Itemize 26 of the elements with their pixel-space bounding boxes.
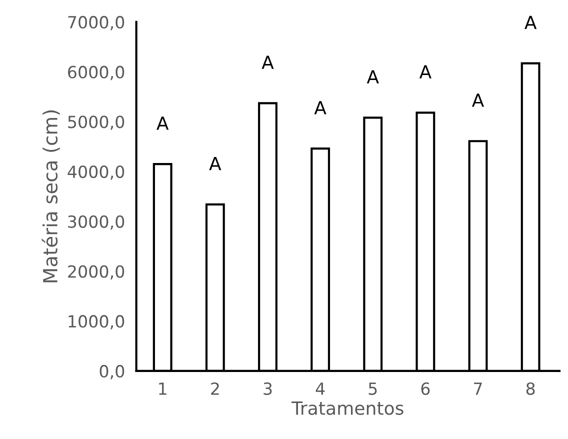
x-tick-label: 3 — [264, 382, 272, 395]
x-axis-title: Tratamentos — [292, 402, 404, 415]
y-axis-title: Matéria seca (cm) — [42, 110, 60, 282]
x-tick-label: 2 — [211, 382, 219, 395]
x-tick-label: 6 — [421, 382, 430, 395]
x-tick-label: 8 — [526, 382, 535, 395]
annotation: A — [156, 116, 169, 130]
y-tick-label: 1000,0 — [68, 315, 124, 330]
annotation: A — [524, 16, 537, 30]
annotation: A — [262, 56, 274, 69]
annotation: A — [472, 94, 484, 107]
x-tick-label: 4 — [316, 382, 325, 395]
y-tick-label: 7000,0 — [68, 16, 124, 30]
annotation: A — [209, 156, 222, 170]
y-tick-label: 0,0 — [100, 364, 124, 380]
x-tick-label: 1 — [159, 382, 166, 395]
x-tick-label: 5 — [368, 382, 377, 395]
y-tick-label: 4000,0 — [68, 165, 124, 180]
y-tick-label: 3000,0 — [68, 215, 124, 230]
x-tick-label: 7 — [474, 382, 482, 395]
annotation: A — [419, 65, 432, 78]
y-tick-label: 6000,0 — [68, 66, 124, 80]
y-tick-label: 2000,0 — [68, 265, 124, 280]
y-tick-label: 5000,0 — [68, 116, 124, 130]
annotation: A — [366, 70, 379, 84]
annotation: A — [314, 101, 326, 114]
